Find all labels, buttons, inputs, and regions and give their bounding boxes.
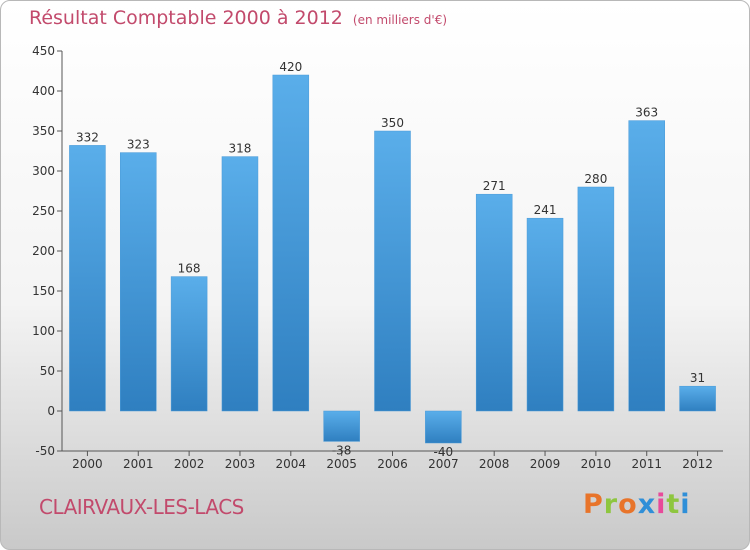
logo-letter: t [666,489,681,520]
bars [69,74,716,444]
x-tick-label: 2007 [428,457,459,471]
y-tick-label: 150 [32,284,55,298]
bar-value-labels: 332 323 168 318 420 -38 350 -40 271 241 280 363 31 [76,60,705,459]
x-tick-label: 2002 [174,457,205,471]
x-tick-label: 2010 [581,457,612,471]
y-tick-label: 400 [32,84,55,98]
logo-letter: x [637,489,657,520]
x-tick-label: 2011 [631,457,662,471]
logo-letter: i [680,489,691,520]
bar-value-label: 323 [127,138,150,152]
axes: -50 0 50 100 150 200 250 300 350 400 450 2000 2001 20… [32,44,723,471]
bar-value-label: 363 [635,106,658,120]
logo-letter: o [618,489,638,520]
bar-value-label: 318 [229,142,252,156]
y-tick-label: 250 [32,204,55,218]
bar-value-label: 350 [381,116,404,130]
bar-value-label: 31 [690,371,705,385]
x-tick-label: 2000 [72,457,103,471]
logo-letter: P [583,489,604,520]
bar-value-label: -38 [332,443,352,457]
y-tick-label: 350 [32,124,55,138]
bar-2000 [69,145,106,412]
y-tick-label: 200 [32,244,55,258]
bar-2005 [323,410,360,442]
bar-value-label: 271 [483,179,506,193]
chart-title: Résultat Comptable 2000 à 2012 (en millie… [29,7,447,29]
bar-value-label: -40 [434,445,454,459]
x-tick-label: 2012 [682,457,713,471]
y-tick-label: 450 [32,44,55,58]
x-tick-label: 2001 [123,457,154,471]
y-tick-label: 50 [40,364,55,378]
bar-2010 [577,186,615,412]
y-tick-label: 100 [32,324,55,338]
bar-value-label: 332 [76,130,99,144]
y-tick-label: 300 [32,164,55,178]
bar-value-label: 168 [178,262,201,276]
bar-value-label: 241 [534,203,557,217]
x-tick-label: 2004 [276,457,307,471]
logo-letter: i [656,489,667,520]
title-unit: (en milliers d'€) [352,13,448,27]
bar-value-label: 420 [279,60,302,74]
x-tick-label: 2005 [326,457,357,471]
y-tick-label: 0 [47,404,55,418]
logo-letter: r [603,489,619,520]
bar-2002 [170,276,208,412]
bar-2003 [221,156,259,412]
bar-2008 [475,193,513,412]
x-tick-label: 2003 [225,457,256,471]
bar-2007 [425,410,462,444]
bar-2006 [374,130,411,412]
title-text: Résultat Comptable 2000 à 2012 [29,7,343,29]
city-name: CLAIRVAUX-LES-LACS [39,495,244,519]
x-tick-label: 2006 [377,457,408,471]
bar-2012 [679,385,716,412]
bar-2004 [272,74,310,412]
x-tick-label: 2008 [479,457,510,471]
bar-2009 [526,217,564,412]
bar-value-label: 280 [584,172,607,186]
bar-2011 [628,120,665,412]
bar-2001 [120,152,157,412]
proxiti-logo[interactable]: Proxiti [583,489,691,520]
y-tick-label: -50 [35,444,55,458]
x-tick-label: 2009 [530,457,561,471]
